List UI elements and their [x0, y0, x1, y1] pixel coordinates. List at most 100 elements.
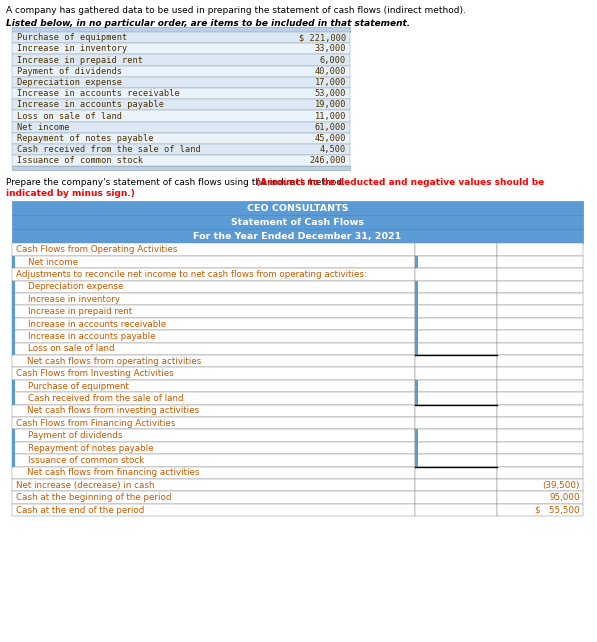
Bar: [497, 504, 583, 516]
Text: Increase in inventory: Increase in inventory: [28, 295, 120, 304]
Bar: [497, 243, 583, 256]
Text: Net cash flows from financing activities: Net cash flows from financing activities: [16, 468, 199, 477]
Text: Payment of dividends: Payment of dividends: [17, 67, 122, 76]
Bar: [415, 318, 418, 330]
Bar: [12, 417, 415, 429]
Bar: [12, 43, 350, 55]
Text: 19,000: 19,000: [315, 100, 346, 109]
Bar: [12, 491, 415, 504]
Bar: [12, 281, 415, 293]
Bar: [497, 404, 583, 417]
Text: Loss on sale of land: Loss on sale of land: [28, 344, 115, 353]
Text: indicated by minus sign.): indicated by minus sign.): [6, 189, 135, 198]
Text: 53,000: 53,000: [315, 89, 346, 98]
Bar: [415, 281, 497, 293]
Text: (39,500): (39,500): [543, 481, 580, 490]
Bar: [415, 467, 497, 479]
Bar: [12, 293, 415, 306]
Bar: [12, 88, 350, 100]
Bar: [415, 442, 418, 454]
Bar: [415, 404, 497, 417]
Bar: [12, 281, 15, 293]
Bar: [12, 454, 15, 467]
Bar: [12, 392, 15, 404]
Text: Repayment of notes payable: Repayment of notes payable: [17, 134, 153, 143]
Bar: [12, 467, 415, 479]
Bar: [12, 392, 415, 404]
Bar: [12, 454, 415, 467]
Text: Listed below, in no particular order, are items to be included in that statement: Listed below, in no particular order, ar…: [6, 19, 410, 28]
Bar: [12, 65, 350, 77]
Bar: [12, 166, 350, 170]
Bar: [497, 306, 583, 318]
Text: (Amounts to be deducted and negative values should be: (Amounts to be deducted and negative val…: [256, 178, 544, 187]
Bar: [415, 268, 497, 281]
Bar: [12, 268, 415, 281]
Text: Cash at the end of the period: Cash at the end of the period: [16, 505, 144, 514]
Bar: [415, 380, 497, 392]
Text: Issuance of common stock: Issuance of common stock: [28, 456, 144, 465]
Bar: [497, 417, 583, 429]
Bar: [12, 504, 415, 516]
Bar: [12, 429, 415, 442]
Text: Repayment of notes payable: Repayment of notes payable: [28, 444, 153, 453]
Bar: [415, 367, 497, 380]
Bar: [497, 268, 583, 281]
Text: Increase in accounts payable: Increase in accounts payable: [17, 100, 164, 109]
Text: Cash Flows from Operating Activities: Cash Flows from Operating Activities: [16, 245, 177, 254]
Bar: [12, 318, 415, 330]
Text: 33,000: 33,000: [315, 44, 346, 53]
Bar: [497, 367, 583, 380]
Text: Net income: Net income: [28, 257, 78, 266]
Bar: [415, 281, 418, 293]
Bar: [415, 343, 497, 355]
Bar: [497, 442, 583, 454]
Bar: [497, 479, 583, 491]
Bar: [497, 491, 583, 504]
Text: Payment of dividends: Payment of dividends: [28, 431, 122, 440]
Bar: [415, 306, 497, 318]
Bar: [12, 306, 415, 318]
Text: Depreciation expense: Depreciation expense: [28, 282, 124, 291]
Bar: [12, 442, 15, 454]
Bar: [12, 367, 415, 380]
Bar: [415, 330, 418, 343]
Bar: [415, 293, 497, 306]
Bar: [497, 467, 583, 479]
Text: 40,000: 40,000: [315, 67, 346, 76]
Text: Prepare the company's statement of cash flows using the indirect method.: Prepare the company's statement of cash …: [6, 178, 347, 187]
Bar: [12, 32, 350, 43]
Bar: [497, 281, 583, 293]
Bar: [415, 429, 497, 442]
Text: Increase in prepaid rent: Increase in prepaid rent: [28, 307, 132, 316]
Bar: [415, 306, 418, 318]
Text: Net income: Net income: [17, 123, 69, 132]
Bar: [12, 229, 583, 243]
Bar: [497, 318, 583, 330]
Text: 95,000: 95,000: [549, 493, 580, 502]
Text: 17,000: 17,000: [315, 78, 346, 87]
Bar: [497, 380, 583, 392]
Bar: [12, 318, 15, 330]
Text: 45,000: 45,000: [315, 134, 346, 143]
Bar: [12, 355, 415, 367]
Text: Cash Flows from Investing Activities: Cash Flows from Investing Activities: [16, 369, 174, 378]
Bar: [12, 343, 415, 355]
Text: Depreciation expense: Depreciation expense: [17, 78, 122, 87]
Bar: [415, 429, 418, 442]
Bar: [415, 343, 418, 355]
Bar: [12, 216, 583, 229]
Bar: [12, 343, 15, 355]
Bar: [497, 343, 583, 355]
Bar: [12, 202, 583, 216]
Bar: [415, 380, 418, 392]
Bar: [12, 404, 415, 417]
Bar: [12, 429, 15, 442]
Bar: [415, 256, 418, 268]
Text: Increase in accounts receivable: Increase in accounts receivable: [28, 320, 166, 329]
Text: Purchase of equipment: Purchase of equipment: [17, 33, 127, 42]
Bar: [415, 454, 418, 467]
Text: Purchase of equipment: Purchase of equipment: [28, 381, 129, 390]
Text: Statement of Cash Flows: Statement of Cash Flows: [231, 218, 364, 227]
Bar: [12, 155, 350, 166]
